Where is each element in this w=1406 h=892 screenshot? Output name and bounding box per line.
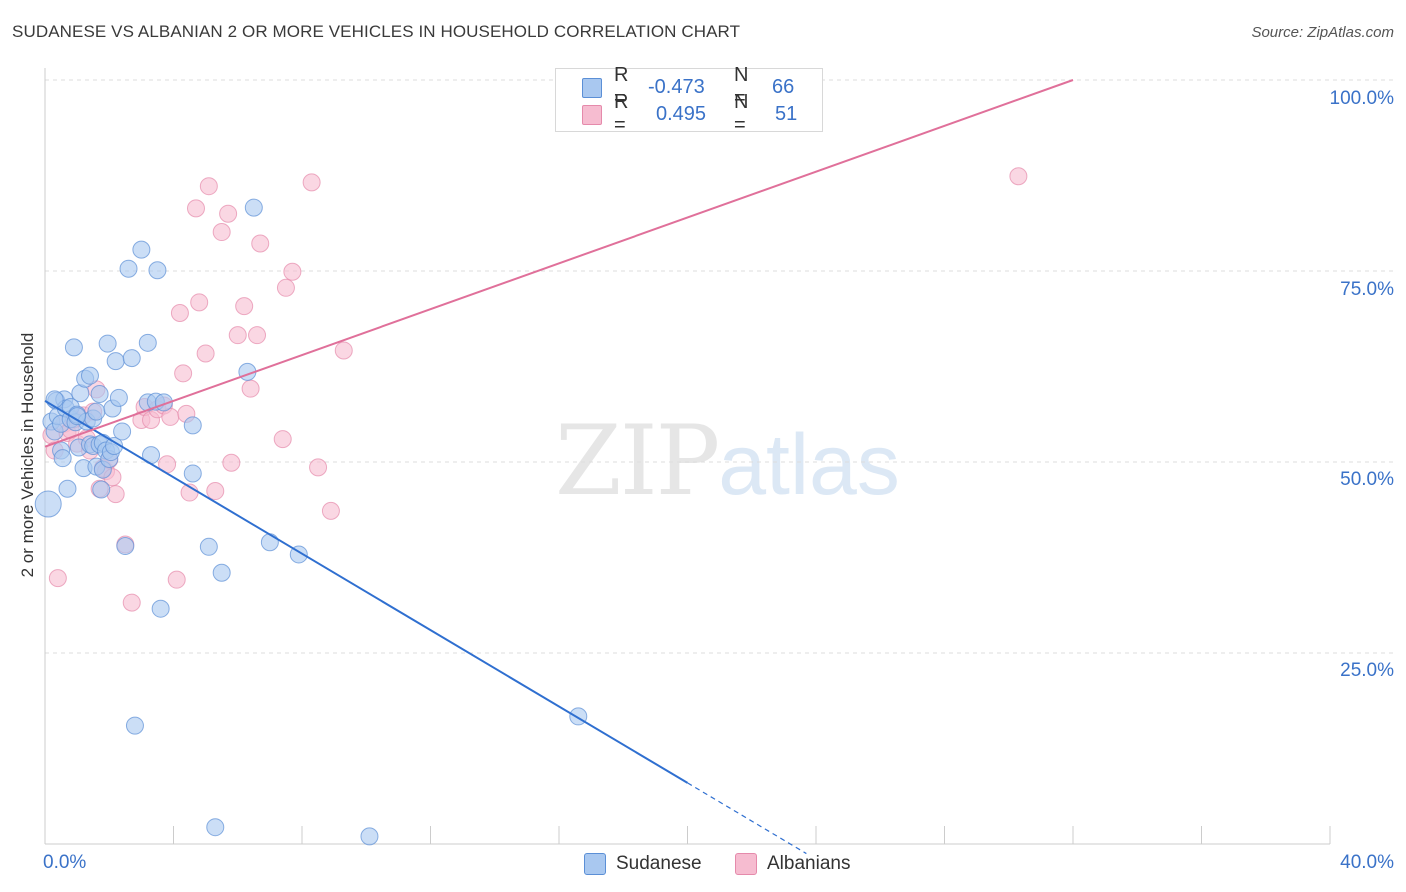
albanians-point bbox=[170, 304, 189, 323]
sudanese-point bbox=[360, 827, 379, 846]
legend-swatch-albanians bbox=[582, 105, 602, 125]
albanians-point bbox=[212, 223, 231, 242]
x-tick-label-max: 40.0% bbox=[1340, 852, 1394, 873]
legend-n-value: 51 bbox=[775, 102, 798, 125]
x-tick-label-min: 0.0% bbox=[43, 852, 87, 873]
albanians-point bbox=[251, 234, 270, 253]
bottom-legend-swatch-albanians bbox=[735, 853, 757, 875]
sudanese-point bbox=[260, 533, 279, 552]
sudanese-point bbox=[106, 352, 125, 371]
albanians-point bbox=[228, 326, 247, 345]
legend-n-label: N = bbox=[734, 91, 749, 136]
legend-r-label: R = bbox=[614, 91, 629, 136]
source-label: Source: ZipAtlas.com bbox=[1251, 24, 1394, 41]
sudanese-point bbox=[183, 416, 202, 435]
legend-n-label: N = bbox=[734, 64, 749, 109]
albanians-point bbox=[167, 570, 186, 589]
axes bbox=[44, 68, 1331, 845]
albanians-point bbox=[186, 199, 205, 218]
sudanese-point bbox=[199, 537, 218, 556]
sudanese-point bbox=[212, 563, 231, 582]
watermark-zip: ZIP bbox=[555, 405, 720, 517]
albanians-point bbox=[241, 379, 260, 398]
legend-n-value: 66 bbox=[772, 75, 795, 98]
albanians-point bbox=[48, 569, 67, 588]
sudanese-point bbox=[244, 198, 263, 217]
zipatlas-watermark: ZIPatlas bbox=[555, 405, 900, 517]
correlation-legend: R = -0.473 N = 66 R = 0.495 N = 51 bbox=[555, 64, 823, 136]
data-points bbox=[34, 167, 1028, 846]
sudanese-point bbox=[34, 490, 62, 518]
albanians-trend-line bbox=[44, 79, 1074, 448]
y-tick-label-25: 25.0% bbox=[1340, 660, 1394, 681]
sudanese-point bbox=[116, 537, 135, 556]
sudanese-point bbox=[68, 407, 87, 426]
sudanese-trend-extension bbox=[687, 782, 807, 855]
sudanese-point bbox=[87, 402, 106, 421]
albanians-point bbox=[334, 341, 353, 360]
bottom-legend-swatch-sudanese bbox=[584, 853, 606, 875]
legend-r-value: 0.495 bbox=[656, 102, 707, 125]
albanians-point bbox=[219, 204, 238, 223]
sudanese-point bbox=[80, 366, 99, 385]
legend-swatch-sudanese bbox=[582, 78, 602, 98]
albanians-point bbox=[196, 344, 215, 363]
sudanese-point bbox=[58, 479, 77, 498]
sudanese-point bbox=[151, 599, 170, 618]
chart-title: SUDANESE VS ALBANIAN 2 OR MORE VEHICLES … bbox=[12, 22, 741, 41]
albanians-point bbox=[321, 501, 340, 520]
legend-r-value: -0.473 bbox=[648, 75, 705, 98]
albanians-point bbox=[122, 593, 141, 612]
sudanese-point bbox=[119, 259, 138, 278]
albanians-point bbox=[174, 364, 193, 383]
albanians-point bbox=[273, 430, 292, 449]
albanians-point bbox=[302, 173, 321, 192]
albanians-point bbox=[199, 177, 218, 196]
sudanese-point bbox=[125, 716, 144, 735]
sudanese-point bbox=[122, 349, 141, 368]
albanians-point bbox=[190, 293, 209, 312]
bottom-legend-label-albanians: Albanians bbox=[767, 853, 851, 874]
bottom-legend-albanians: Albanians bbox=[735, 852, 850, 876]
albanians-point bbox=[1009, 167, 1028, 186]
sudanese-point bbox=[53, 449, 72, 468]
y-tick-label-100: 100.0% bbox=[1329, 88, 1394, 109]
albanians-point bbox=[283, 262, 302, 281]
sudanese-point bbox=[206, 818, 225, 837]
albanians-point bbox=[248, 326, 267, 345]
y-tick-label-50: 50.0% bbox=[1340, 469, 1394, 490]
sudanese-point bbox=[113, 422, 132, 441]
albanians-point bbox=[309, 458, 328, 477]
albanians-point bbox=[206, 482, 225, 501]
y-tick-label-75: 75.0% bbox=[1340, 279, 1394, 300]
sudanese-point bbox=[148, 261, 167, 280]
sudanese-point bbox=[138, 333, 157, 352]
sudanese-point bbox=[45, 390, 64, 409]
albanians-point bbox=[276, 278, 295, 297]
sudanese-trend-line bbox=[44, 400, 689, 784]
trend-lines bbox=[44, 79, 1074, 855]
legend-r-label: R = bbox=[614, 64, 629, 109]
sudanese-point bbox=[109, 388, 128, 407]
sudanese-point bbox=[132, 240, 151, 259]
bottom-legend-label-sudanese: Sudanese bbox=[616, 853, 702, 874]
sudanese-point bbox=[64, 338, 83, 357]
sudanese-point bbox=[92, 480, 111, 499]
albanians-point bbox=[235, 297, 254, 316]
watermark-atlas: atlas bbox=[718, 417, 900, 513]
sudanese-point bbox=[183, 464, 202, 483]
bottom-legend-sudanese: Sudanese bbox=[584, 852, 702, 876]
sudanese-point bbox=[98, 334, 117, 353]
sudanese-point bbox=[90, 385, 109, 404]
albanians-point bbox=[222, 453, 241, 472]
